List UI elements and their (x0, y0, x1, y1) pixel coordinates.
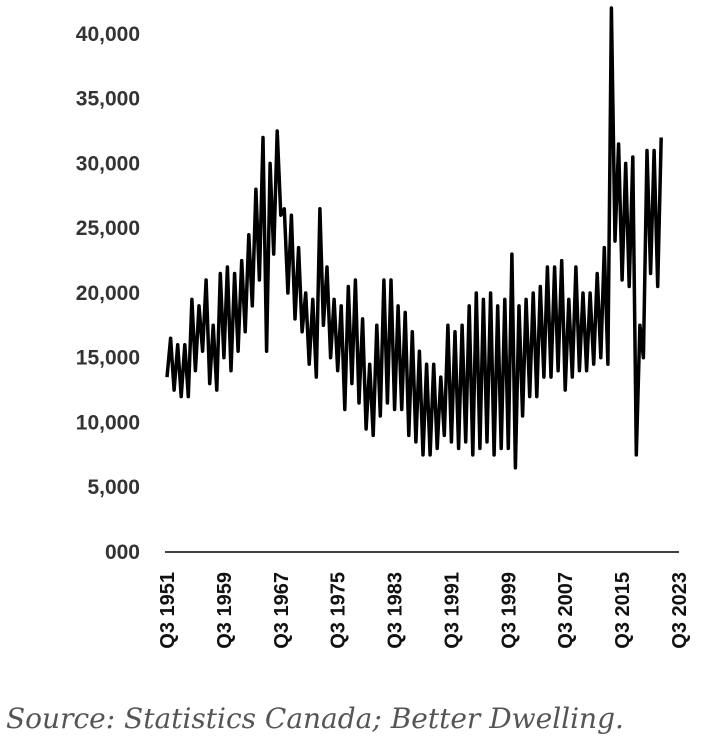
x-tick-label: Q3 1999 (498, 572, 520, 649)
y-tick-label: 20,000 (76, 282, 140, 305)
series-line (165, 6, 663, 470)
y-tick-label: 000 (105, 541, 140, 564)
x-tick-label: Q3 1991 (441, 572, 463, 649)
x-tick-label: Q3 1951 (157, 572, 179, 649)
x-tick-label: Q3 1983 (385, 572, 407, 649)
x-axis-ticks: Q3 1951 Q3 1959 Q3 1967 Q3 1975 Q3 1983 Q3 19… (157, 572, 691, 649)
y-tick-label: 30,000 (76, 152, 140, 175)
source-note: Source: Statistics Canada; Better Dwelli… (6, 702, 624, 735)
y-tick-label: 40,000 (76, 23, 140, 46)
x-tick-label: Q3 2023 (669, 572, 691, 649)
y-tick-label: 25,000 (76, 217, 140, 240)
y-tick-label: 35,000 (76, 88, 140, 111)
y-tick-label: 5,000 (87, 476, 140, 499)
x-tick-label: Q3 1959 (214, 572, 236, 649)
x-tick-label: Q3 1967 (271, 572, 293, 649)
x-tick-label: Q3 2015 (612, 572, 634, 649)
y-tick-label: 10,000 (76, 411, 140, 434)
y-tick-label: 15,000 (76, 347, 140, 370)
x-tick-label: Q3 1975 (328, 572, 350, 649)
x-tick-label: Q3 2007 (555, 572, 577, 649)
chart: 000 5,000 10,000 15,000 20,000 25,000 30,000 35… (76, 6, 691, 649)
y-axis-ticks: 000 5,000 10,000 15,000 20,000 25,000 30,000 35… (76, 23, 140, 564)
